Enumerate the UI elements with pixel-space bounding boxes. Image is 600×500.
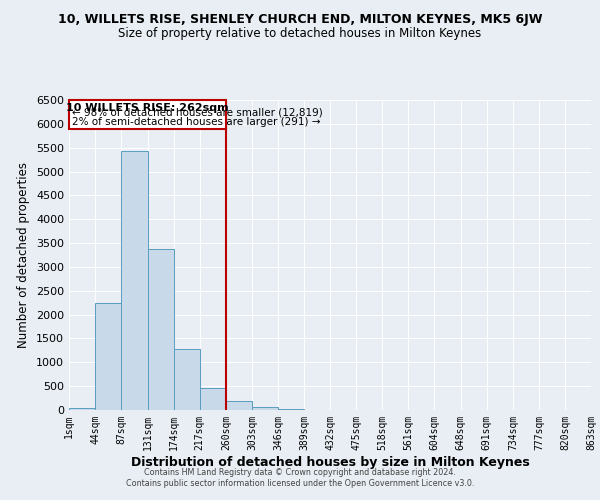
Text: 10 WILLETS RISE: 262sqm: 10 WILLETS RISE: 262sqm <box>66 103 229 113</box>
Text: 10, WILLETS RISE, SHENLEY CHURCH END, MILTON KEYNES, MK5 6JW: 10, WILLETS RISE, SHENLEY CHURCH END, MI… <box>58 12 542 26</box>
Bar <box>200 388 226 410</box>
Bar <box>174 350 200 410</box>
Bar <box>121 151 148 410</box>
Bar <box>95 302 121 410</box>
X-axis label: Distribution of detached houses by size in Milton Keynes: Distribution of detached houses by size … <box>131 456 529 468</box>
Text: Size of property relative to detached houses in Milton Keynes: Size of property relative to detached ho… <box>118 28 482 40</box>
Text: 2% of semi-detached houses are larger (291) →: 2% of semi-detached houses are larger (2… <box>72 118 320 128</box>
Bar <box>148 249 174 410</box>
Bar <box>226 401 252 410</box>
Text: Contains HM Land Registry data © Crown copyright and database right 2024.
Contai: Contains HM Land Registry data © Crown c… <box>126 468 474 487</box>
Y-axis label: Number of detached properties: Number of detached properties <box>17 162 31 348</box>
Bar <box>278 409 304 410</box>
Bar <box>69 408 95 410</box>
Text: ← 98% of detached houses are smaller (12,819): ← 98% of detached houses are smaller (12… <box>72 107 323 117</box>
Bar <box>252 407 278 410</box>
FancyBboxPatch shape <box>69 100 226 128</box>
